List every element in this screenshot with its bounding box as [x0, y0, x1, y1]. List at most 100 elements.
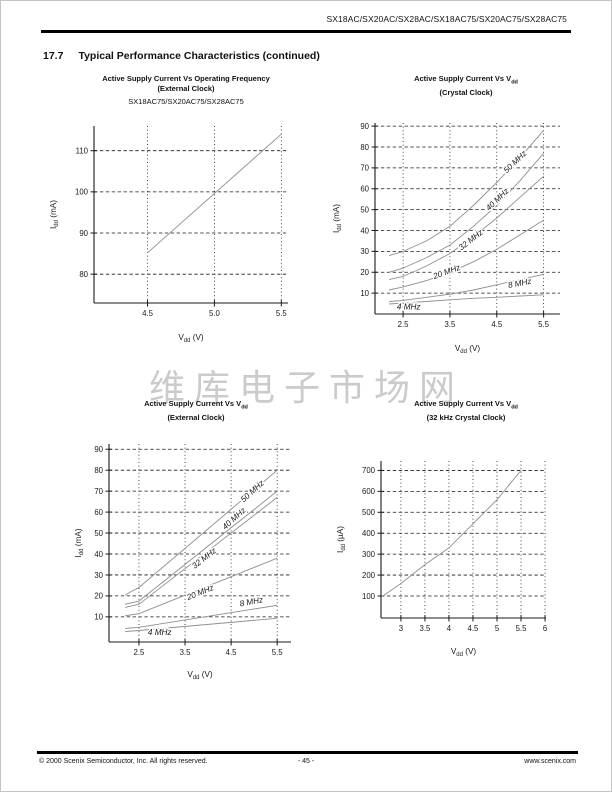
y-tick-label: 40 — [94, 550, 103, 559]
chart-title-supply-current-vs-vdd-crystal-clock: Active Supply Current Vs Vdd (Crystal Clo… — [351, 74, 581, 98]
y-tick-label: 110 — [76, 146, 89, 155]
x-tick-label: 2.5 — [134, 648, 146, 657]
footer-page-number: - 45 - — [297, 758, 315, 765]
y-axis-label: Idd (mA) — [74, 528, 85, 557]
series-line-8-mhz — [125, 604, 278, 629]
curve-label-4-mhz: 4 MHz — [148, 628, 172, 637]
chart-title-line: (External Clock) — [167, 413, 225, 423]
x-tick-label: 4.5 — [491, 320, 503, 329]
y-tick-label: 60 — [94, 508, 103, 517]
y-tick-label: 30 — [360, 247, 369, 256]
x-tick-label: 4 — [447, 624, 452, 633]
x-axis-label: Vdd (V) — [455, 344, 481, 355]
curve-label-50-mhz: 50 MHz — [502, 149, 529, 175]
chart-supply-current-vs-frequency-external-clock: 4.5 5.0 5.5 80 90 100 110 Vdd (V) Idd (mA) — [49, 126, 288, 344]
y-tick-label: 100 — [75, 188, 89, 197]
y-axis-label: Idd (mA) — [49, 200, 60, 229]
watermark-text: 维库电子市场网 — [149, 367, 465, 408]
x-tick-label: 4.5 — [142, 309, 154, 318]
y-tick-label: 500 — [362, 508, 376, 517]
series-line-20-mhz — [389, 219, 544, 291]
y-tick-label: 70 — [360, 164, 369, 173]
series-line-8-mhz — [389, 273, 544, 302]
footer-copyright: © 2000 Scenix Semiconductor, Inc. All ri… — [39, 758, 208, 765]
curve-label-4-mhz: 4 MHz — [397, 302, 421, 311]
series-line-32-mhz — [125, 497, 278, 608]
x-tick-label: 3.5 — [445, 320, 457, 329]
y-tick-label: 70 — [94, 487, 103, 496]
y-tick-label: 30 — [94, 571, 103, 580]
x-axis-label: Vdd (V) — [187, 670, 213, 681]
x-tick-label: 5.5 — [516, 624, 528, 633]
chart-title-line: (32 kHz Crystal Clock) — [426, 413, 506, 423]
x-tick-label: 2.5 — [398, 320, 410, 329]
chart-title-line: Active Supply Current Vs Vdd — [414, 74, 518, 86]
y-tick-label: 50 — [360, 205, 369, 214]
x-tick-label: 3 — [399, 624, 403, 633]
x-tick-label: 3.5 — [180, 648, 192, 657]
y-tick-label: 600 — [362, 487, 376, 496]
y-tick-label: 400 — [362, 529, 376, 538]
curve-label-20-mhz: 20 MHz — [431, 263, 462, 281]
x-tick-label: 5 — [495, 624, 500, 633]
series-line-idd — [380, 470, 522, 598]
x-tick-label: 4.5 — [226, 648, 238, 657]
curve-label-32-mhz: 32 MHz — [457, 228, 485, 252]
header-rule — [41, 30, 571, 33]
section-number: 17.7 — [43, 50, 64, 62]
series-line-20-mhz — [125, 557, 278, 617]
chart-title-line: (External Clock) — [157, 83, 215, 93]
y-tick-label: 80 — [360, 143, 369, 152]
series-line-40-mhz — [388, 153, 544, 273]
y-tick-label: 90 — [79, 229, 88, 238]
x-tick-label: 6 — [543, 624, 547, 633]
series-line-40-mhz — [124, 490, 278, 605]
footer-rule — [37, 751, 578, 754]
series-line-4-mhz — [125, 617, 278, 632]
section-title: Typical Performance Characteristics (con… — [78, 50, 320, 62]
chart-title-supply-current-vs-frequency-external-clock: Active Supply Current Vs Operating Frequ… — [61, 74, 311, 106]
curve-label-8-mhz: 8 MHz — [507, 277, 532, 290]
y-tick-label: 200 — [362, 571, 376, 580]
x-tick-label: 5.5 — [538, 320, 550, 329]
y-tick-label: 10 — [360, 289, 369, 298]
y-tick-label: 80 — [94, 466, 103, 475]
chart-subtitle: SX18AC75/SX20AC75/SX28AC75 — [128, 97, 244, 107]
series-line-4-mhz — [389, 294, 544, 305]
x-axis-label: Vdd (V) — [178, 333, 204, 344]
series-line-idd — [147, 133, 282, 254]
section-heading: 17.7 Typical Performance Characteristics… — [43, 50, 320, 62]
header-part-numbers: SX18AC/SX20AC/SX28AC/SX18AC75/SX20AC75/S… — [326, 14, 567, 24]
series-line-32-mhz — [388, 175, 544, 281]
x-tick-label: 5.0 — [209, 309, 221, 318]
y-tick-label: 10 — [94, 613, 103, 622]
series-line-50-mhz — [124, 469, 278, 596]
chart-title-line: Active Supply Current Vs Vdd — [414, 399, 518, 411]
chart-title-line: Active Supply Current Vs Operating Frequ… — [102, 74, 270, 83]
y-tick-label: 40 — [360, 226, 369, 235]
x-tick-label: 5.5 — [276, 309, 288, 318]
chart-supply-current-vs-vdd-32khz-crystal-clock: 3 3.5 4 4.5 5 5.5 6 100 200 300 400 500 600 700 Vdd (V… — [336, 461, 547, 658]
curve-label-40-mhz: 40 MHz — [221, 506, 248, 532]
y-tick-label: 60 — [360, 185, 369, 194]
chart-title-line: (Crystal Clock) — [439, 88, 493, 98]
y-tick-label: 100 — [362, 592, 376, 601]
footer-website: www.scenix.com — [524, 758, 576, 765]
x-tick-label: 4.5 — [468, 624, 480, 633]
chart-title-line: Active Supply Current Vs Vdd — [144, 399, 248, 411]
y-tick-label: 20 — [360, 268, 369, 277]
series-line-50-mhz — [388, 130, 544, 257]
y-tick-label: 300 — [362, 550, 376, 559]
curve-label-50-mhz: 50 MHz — [239, 479, 266, 505]
y-axis-label: Idd (mA) — [332, 204, 343, 233]
y-axis-label: Idd (µA) — [336, 526, 347, 553]
curve-label-32-mhz: 32 MHz — [190, 546, 218, 570]
y-tick-label: 700 — [362, 466, 376, 475]
y-tick-label: 20 — [94, 592, 103, 601]
x-tick-label: 5.5 — [272, 648, 284, 657]
x-tick-label: 3.5 — [419, 624, 431, 633]
y-tick-label: 90 — [94, 445, 103, 454]
